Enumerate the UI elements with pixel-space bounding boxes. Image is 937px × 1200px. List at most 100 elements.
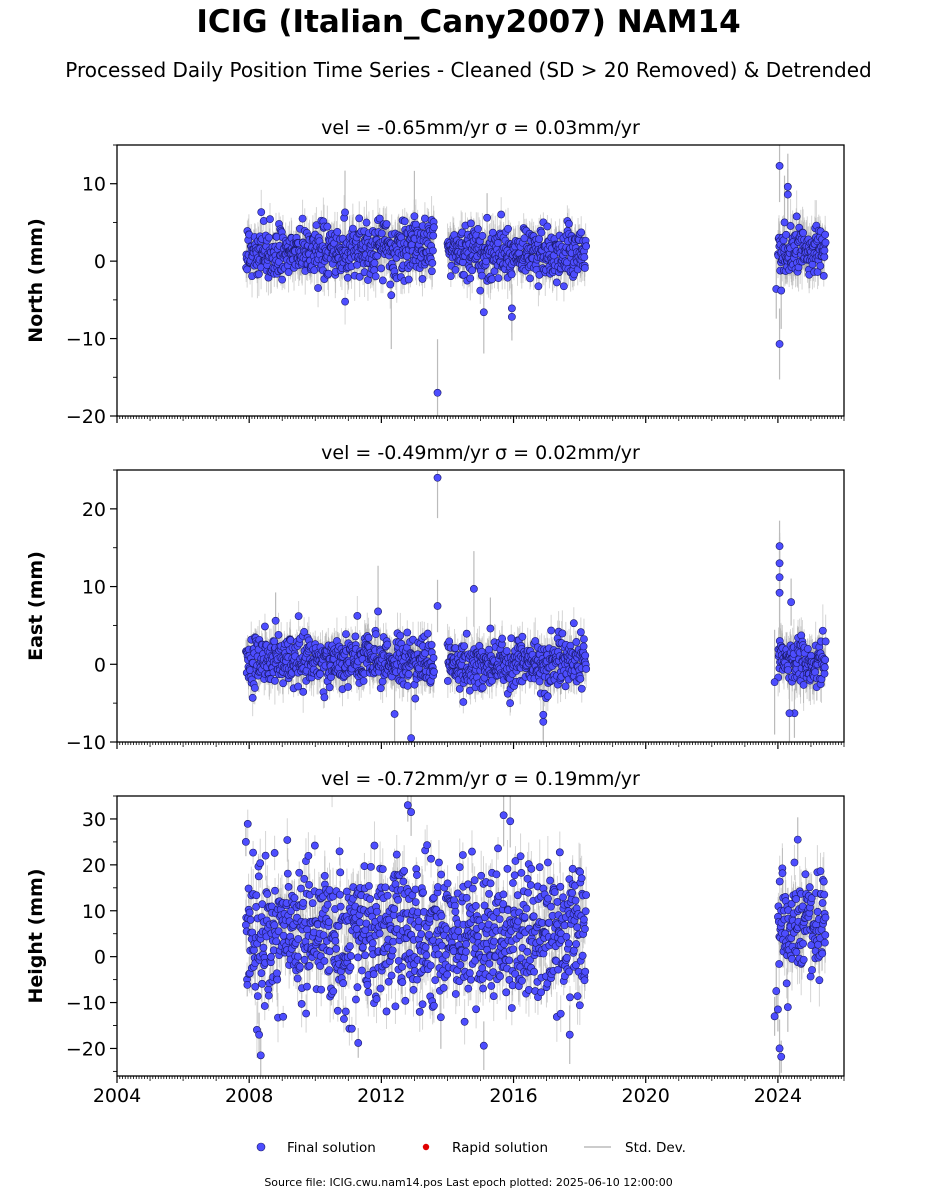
data-point [775,559,784,568]
data-point [374,607,382,616]
data-point [294,682,303,691]
data-point [316,670,324,678]
data-point [479,308,488,317]
data-point [490,267,499,276]
data-point [362,218,371,227]
data-point [535,235,543,243]
data-point [265,233,273,242]
data-point [821,637,830,646]
data-point [403,628,412,637]
y-tick-label: −20 [66,406,106,428]
data-point [518,632,527,641]
data-point [784,666,792,674]
data-point [507,270,516,279]
data-point [364,633,373,642]
data-point [403,681,412,690]
data-point [478,683,487,692]
data-point [579,642,588,651]
data-point [429,231,438,240]
final-solution-points [242,473,830,742]
data-point [351,632,360,641]
data-point [341,297,349,306]
data-point [254,270,263,279]
data-point [486,624,495,633]
data-point [359,677,368,685]
data-point [423,629,432,638]
data-point [410,212,419,221]
data-point [785,709,794,718]
data-point [820,246,829,255]
data-point [427,267,436,276]
data-point [430,667,438,676]
panel-north: −20 −10 0 10 North (mm) vel = -0.65mm/yr σ = … [25,117,845,428]
data-point [488,676,496,685]
data-point [580,635,588,644]
y-tick-label: 0 [94,654,106,676]
data-point [343,273,352,282]
y-axis: −20 −10 0 10 [66,144,117,428]
data-point [504,224,512,233]
x-axis [116,416,845,423]
y-tick-label: 0 [94,251,106,273]
data-point [576,674,585,683]
data-point [378,276,387,285]
data-point [488,275,496,284]
data-point [497,210,506,219]
data-point [300,627,309,636]
data-point [455,684,464,693]
data-point [323,222,332,231]
data-point [821,230,830,239]
data-point [783,182,792,191]
data-point [476,286,485,295]
data-point [775,542,784,551]
data-point [404,275,413,284]
data-point [377,229,386,238]
data-point [552,278,561,287]
data-point [376,684,385,693]
data-point [248,693,257,702]
data-point [371,272,380,281]
data-point [799,681,808,689]
data-point [478,231,487,240]
data-point [445,637,454,646]
data-point [775,340,784,348]
data-point [818,626,827,635]
y-tick-label: −10 [66,732,106,754]
data-point [543,222,552,231]
data-point [420,214,429,223]
data-point [377,264,386,273]
data-point [371,630,380,639]
panel-title: vel = -0.49mm/yr σ = 0.02mm/yr [321,442,640,464]
data-point [474,225,482,233]
data-point [561,682,570,691]
data-point [543,692,552,701]
data-point [582,242,591,251]
data-point [344,683,352,691]
panels: −20 −10 0 10 North (mm) vel = -0.65mm/yr σ = … [25,117,845,1107]
data-point [577,228,586,237]
y-axis-label: East (mm) [25,551,47,661]
y-axis: −10 0 10 20 [66,469,117,754]
data-point [526,274,534,283]
data-point [572,638,581,646]
data-point [535,677,544,686]
data-point [775,573,784,582]
data-point [780,218,789,227]
data-point [581,264,589,272]
panel-title: vel = -0.65mm/yr σ = 0.03mm/yr [321,117,640,139]
data-point [792,212,801,221]
data-point [383,640,392,649]
data-point [534,282,543,291]
data-point [278,275,287,284]
data-point [547,626,556,635]
data-point [816,261,825,270]
y-tick-label: −10 [66,329,106,351]
data-point [539,717,548,726]
data-point [565,219,573,228]
data-point [465,686,474,695]
data-point [433,473,442,482]
data-point [558,629,567,638]
data-point [569,619,578,628]
data-point [400,217,409,226]
